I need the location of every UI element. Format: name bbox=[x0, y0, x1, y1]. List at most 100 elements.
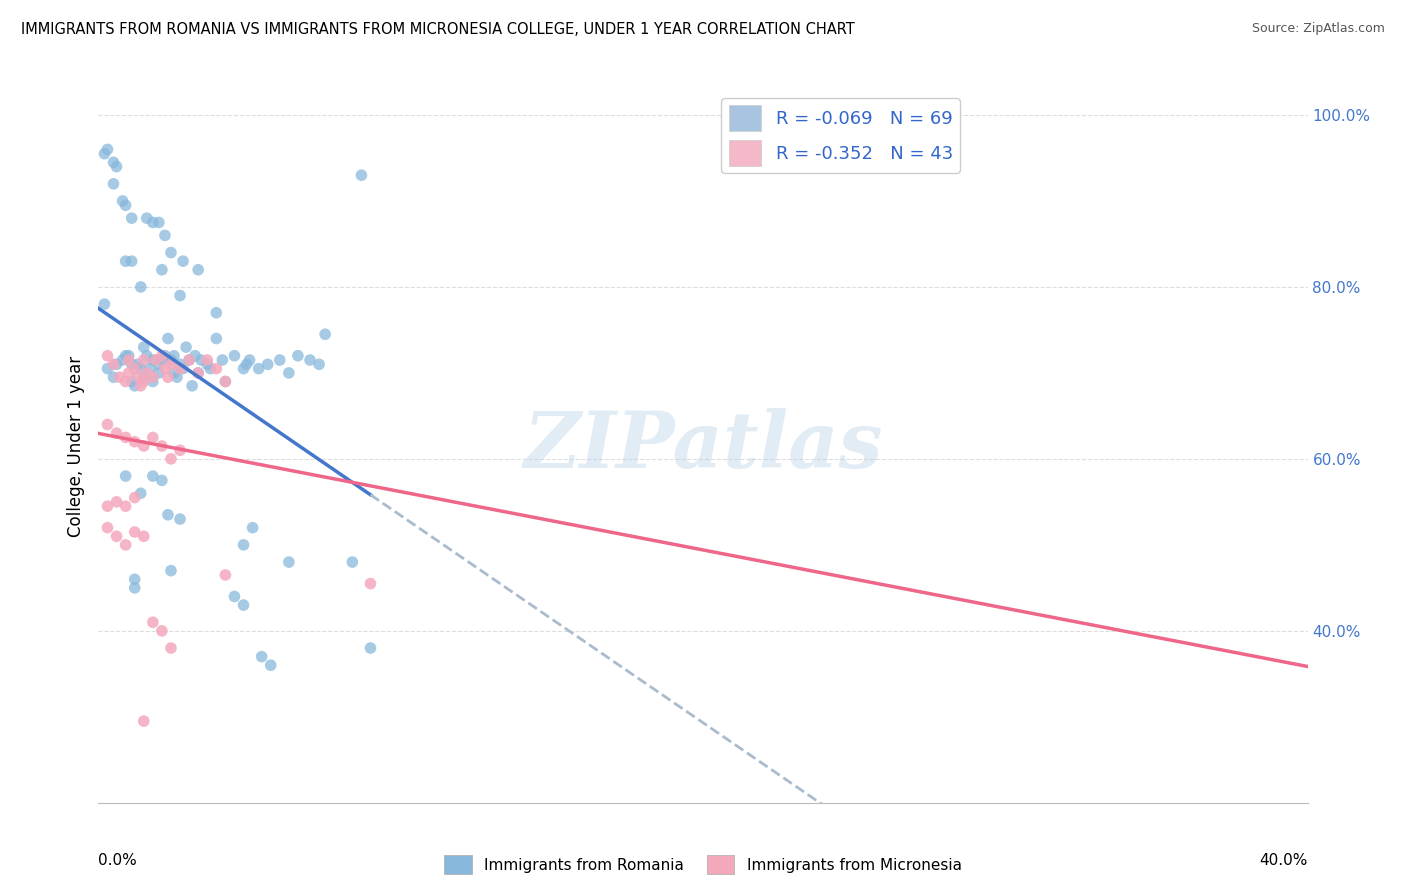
Point bbox=[142, 353, 165, 368]
Point bbox=[169, 443, 191, 458]
Point bbox=[169, 361, 191, 376]
Point bbox=[205, 332, 228, 346]
Point bbox=[156, 508, 179, 522]
Point bbox=[142, 375, 165, 389]
Point bbox=[308, 357, 330, 371]
Point bbox=[132, 439, 155, 453]
Point bbox=[118, 366, 141, 380]
Point bbox=[205, 361, 228, 376]
Point bbox=[160, 564, 183, 578]
Point bbox=[277, 366, 299, 380]
Point bbox=[195, 357, 218, 371]
Point bbox=[150, 349, 173, 363]
Point bbox=[132, 353, 155, 368]
Point bbox=[224, 349, 246, 363]
Point bbox=[169, 357, 191, 371]
Point bbox=[214, 375, 236, 389]
Point bbox=[105, 529, 128, 543]
Point bbox=[342, 555, 364, 569]
Point bbox=[153, 228, 176, 243]
Point bbox=[142, 469, 165, 483]
Y-axis label: College, Under 1 year: College, Under 1 year bbox=[66, 355, 84, 537]
Point bbox=[105, 357, 128, 371]
Point bbox=[129, 361, 152, 376]
Point bbox=[153, 361, 176, 376]
Point bbox=[121, 375, 143, 389]
Point bbox=[148, 215, 170, 229]
Point bbox=[114, 499, 136, 513]
Point bbox=[114, 538, 136, 552]
Point bbox=[108, 370, 131, 384]
Point bbox=[160, 641, 183, 656]
Point bbox=[121, 357, 143, 371]
Point bbox=[214, 568, 236, 582]
Point bbox=[103, 177, 125, 191]
Point bbox=[132, 529, 155, 543]
Point bbox=[129, 379, 152, 393]
Point bbox=[111, 194, 134, 208]
Point bbox=[287, 349, 309, 363]
Point bbox=[124, 379, 146, 393]
Point bbox=[127, 370, 149, 384]
Point bbox=[148, 366, 170, 380]
Point bbox=[269, 353, 291, 368]
Point bbox=[190, 353, 212, 368]
Point bbox=[114, 375, 136, 389]
Text: IMMIGRANTS FROM ROMANIA VS IMMIGRANTS FROM MICRONESIA COLLEGE, UNDER 1 YEAR CORR: IMMIGRANTS FROM ROMANIA VS IMMIGRANTS FR… bbox=[21, 22, 855, 37]
Point bbox=[132, 370, 155, 384]
Point bbox=[160, 245, 183, 260]
Point bbox=[174, 340, 197, 354]
Point bbox=[166, 370, 188, 384]
Point bbox=[260, 658, 283, 673]
Point bbox=[181, 379, 204, 393]
Point bbox=[153, 349, 176, 363]
Point bbox=[150, 353, 173, 368]
Point bbox=[200, 361, 222, 376]
Point bbox=[256, 357, 278, 371]
Point bbox=[96, 417, 118, 432]
Point bbox=[142, 215, 165, 229]
Point bbox=[118, 349, 141, 363]
Point bbox=[142, 615, 165, 630]
Point bbox=[150, 439, 173, 453]
Point bbox=[150, 474, 173, 488]
Point bbox=[114, 469, 136, 483]
Point bbox=[127, 357, 149, 371]
Point bbox=[124, 581, 146, 595]
Point bbox=[124, 491, 146, 505]
Point bbox=[172, 361, 194, 376]
Point bbox=[232, 538, 254, 552]
Point bbox=[232, 361, 254, 376]
Point bbox=[132, 375, 155, 389]
Point bbox=[299, 353, 322, 368]
Text: 40.0%: 40.0% bbox=[1260, 853, 1308, 868]
Text: Source: ZipAtlas.com: Source: ZipAtlas.com bbox=[1251, 22, 1385, 36]
Point bbox=[111, 353, 134, 368]
Point bbox=[184, 349, 207, 363]
Point bbox=[160, 357, 183, 371]
Point bbox=[350, 168, 373, 182]
Point bbox=[96, 349, 118, 363]
Point bbox=[179, 353, 201, 368]
Point bbox=[160, 451, 183, 466]
Point bbox=[105, 495, 128, 509]
Point bbox=[93, 146, 115, 161]
Point bbox=[163, 366, 186, 380]
Point bbox=[114, 198, 136, 212]
Point bbox=[242, 521, 264, 535]
Point bbox=[114, 349, 136, 363]
Point bbox=[103, 357, 125, 371]
Legend: R = -0.069   N = 69, R = -0.352   N = 43: R = -0.069 N = 69, R = -0.352 N = 43 bbox=[721, 98, 960, 173]
Point bbox=[114, 430, 136, 444]
Point bbox=[132, 714, 155, 728]
Point bbox=[103, 370, 125, 384]
Point bbox=[96, 499, 118, 513]
Point bbox=[124, 572, 146, 586]
Point bbox=[142, 430, 165, 444]
Point bbox=[96, 361, 118, 376]
Point bbox=[211, 353, 233, 368]
Point bbox=[135, 349, 157, 363]
Point bbox=[179, 353, 201, 368]
Point bbox=[105, 160, 128, 174]
Point bbox=[150, 262, 173, 277]
